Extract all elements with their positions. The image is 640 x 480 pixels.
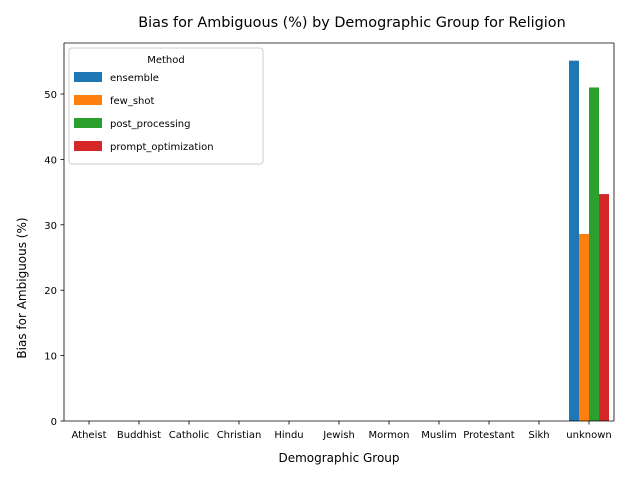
- x-tick-label: Mormon: [369, 430, 410, 441]
- y-tick-label: 40: [44, 155, 57, 166]
- x-tick-label: Catholic: [169, 430, 210, 441]
- legend-label-post_processing: post_processing: [110, 119, 191, 130]
- x-tick-label: Sikh: [528, 430, 549, 441]
- x-tick-label: Buddhist: [117, 430, 161, 441]
- chart-title: Bias for Ambiguous (%) by Demographic Gr…: [138, 15, 565, 31]
- x-tick-label: unknown: [566, 430, 611, 441]
- y-tick-label: 0: [51, 417, 57, 428]
- y-axis: 0 10 20 30 40 50: [44, 90, 64, 428]
- bar-few_shot-unknown: [579, 233, 589, 421]
- legend-swatch-post_processing: [74, 118, 102, 128]
- y-tick-label: 20: [44, 286, 57, 297]
- bar-prompt_optimization-unknown: [599, 194, 609, 421]
- x-axis: Atheist Buddhist Catholic Christian Hindu Jew…: [72, 421, 612, 441]
- legend-title: Method: [147, 55, 185, 66]
- x-tick-label: Muslim: [421, 430, 456, 441]
- legend-label-ensemble: ensemble: [110, 73, 159, 84]
- legend-swatch-prompt_optimization: [74, 141, 102, 151]
- x-tick-label: Jewish: [322, 430, 355, 441]
- legend: Method ensemble few_shot post_processingpro…: [68, 47, 264, 165]
- y-tick-label: 30: [44, 221, 57, 232]
- x-tick-label: Atheist: [72, 430, 107, 441]
- y-tick-label: 50: [44, 90, 57, 101]
- legend-frame: [68, 47, 264, 165]
- y-axis-label: Bias for Ambiguous (%): [15, 217, 29, 358]
- x-tick-label: Protestant: [463, 430, 515, 441]
- legend-swatch-ensemble: [74, 72, 102, 82]
- y-tick-label: 10: [44, 352, 57, 363]
- x-tick-label: Christian: [217, 430, 262, 441]
- legend-label-prompt_optimization: prompt_optimization: [110, 142, 214, 153]
- bar-ensemble-unknown: [569, 60, 579, 421]
- x-tick-label: Hindu: [274, 430, 303, 441]
- x-axis-label: Demographic Group: [278, 451, 399, 465]
- legend-swatch-few_shot: [74, 95, 102, 105]
- plot-area: [63, 42, 615, 422]
- bar-post_processing-unknown: [589, 87, 599, 421]
- legend-label-few_shot: few_shot: [110, 96, 155, 107]
